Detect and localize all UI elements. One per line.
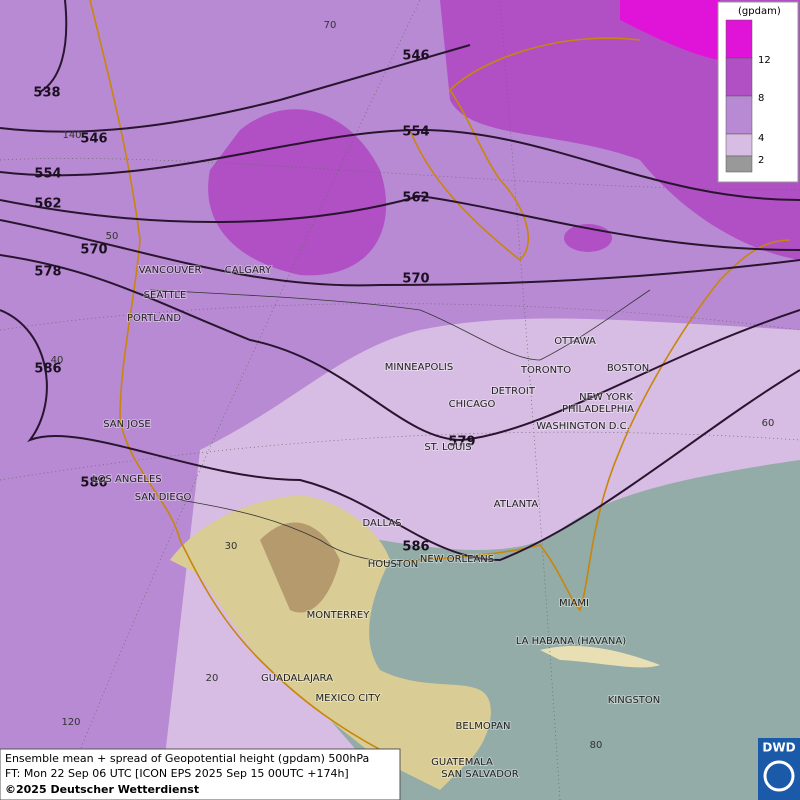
city-label: NEW YORK (579, 392, 633, 403)
graticule-label: 140 (62, 130, 81, 141)
city-label: TORONTO (520, 365, 571, 376)
contour-label: 554 (402, 125, 429, 140)
legend-tick: 8 (758, 93, 764, 104)
contour (39, 0, 68, 93)
coastline (89, 0, 401, 761)
legend-swatch (725, 155, 753, 173)
contour (0, 219, 800, 287)
mexico-land (170, 495, 491, 790)
city-label: LA HABANA (HAVANA) (516, 636, 626, 647)
contour-label: 570 (80, 243, 107, 258)
city-label: NEW ORLEANS (420, 554, 494, 565)
coastline (409, 37, 641, 262)
footer-box (0, 748, 401, 800)
contour-label: 538 (33, 86, 60, 101)
footer-line: FT: Mon 22 Sep 06 UTC [ICON EPS 2025 Sep… (5, 767, 349, 780)
legend-tick: 4 (758, 133, 764, 144)
city-label: SEATTLE (144, 290, 187, 301)
logo-text: DWD (762, 741, 795, 755)
graticule-label: 20 (206, 673, 219, 684)
city-label: PORTLAND (127, 313, 181, 324)
city-label: MIAMI (559, 598, 589, 609)
city-label: WASHINGTON D.C. (536, 421, 630, 432)
graticule (0, 158, 800, 191)
legend-tick: 2 (758, 155, 764, 166)
graticule-label: 80 (590, 740, 603, 751)
legend-unit: (gpdam) (738, 6, 781, 17)
city-label: HOUSTON (368, 559, 419, 570)
city-label: GUATEMALA (431, 757, 493, 768)
graticule (0, 303, 800, 331)
highlands (260, 522, 340, 613)
contour-label: 562 (402, 191, 429, 206)
contour-label: 586 (80, 476, 107, 491)
contour-label: 579 (448, 435, 475, 450)
city-label: MINNEAPOLIS (385, 362, 453, 373)
legend-swatch (725, 95, 753, 135)
graticule-label: 50 (106, 231, 119, 242)
spread-8-12 (440, 0, 800, 260)
spread-8-12 (208, 109, 387, 276)
city-label: PHILADELPHIA (562, 404, 634, 415)
legend-tick: 12 (758, 55, 771, 66)
city-label: SAN JOSE (103, 419, 151, 430)
contour (0, 44, 471, 133)
contour-label: 562 (34, 197, 61, 212)
contour-label: 554 (34, 167, 61, 182)
border (179, 499, 401, 566)
city-label: OTTAWA (554, 336, 596, 347)
contour (0, 309, 800, 562)
city-label: GUADALAJARA (261, 673, 333, 684)
city-label: BELMOPAN (456, 721, 511, 732)
footer-line: ©2025 Deutscher Wetterdienst (5, 783, 199, 796)
graticule-label: 120 (61, 717, 80, 728)
footer-line: Ensemble mean + spread of Geopotential h… (5, 752, 369, 765)
city-label: SAN DIEGO (135, 492, 192, 503)
city-label: MONTERREY (307, 610, 371, 621)
graticule-label: 40 (51, 355, 64, 366)
border (149, 289, 651, 361)
city-label: KINGSTON (608, 695, 661, 706)
logo-icon (763, 760, 795, 792)
city-label: CALGARY (225, 265, 272, 276)
graticule-label: 30 (225, 541, 238, 552)
city-label: ATLANTA (494, 499, 539, 510)
city-label: LOS ANGELES (92, 474, 161, 485)
contour-label: 546 (402, 49, 429, 64)
graticule-label: 60 (762, 418, 775, 429)
city-label: ST. LOUIS (424, 442, 471, 453)
contour (0, 194, 800, 251)
legend-swatch (725, 57, 753, 97)
contour (0, 128, 800, 201)
city-label: BOSTON (607, 363, 649, 374)
contour-label: 586 (34, 362, 61, 377)
city-label: SAN SALVADOR (441, 769, 518, 780)
contour (0, 254, 800, 442)
legend-swatch (725, 133, 753, 157)
contour-label: 578 (34, 265, 61, 280)
cuba (540, 645, 660, 668)
legend-swatch (725, 19, 753, 59)
contour-label: 546 (80, 132, 107, 147)
spread-12 (620, 0, 720, 60)
city-label: MEXICO CITY (316, 693, 382, 704)
contour-label: 586 (402, 540, 429, 555)
city-label: DALLAS (363, 518, 402, 529)
city-label: CHICAGO (449, 399, 496, 410)
city-label: DETROIT (491, 386, 536, 397)
graticule-label: 70 (324, 20, 337, 31)
graticule (0, 431, 800, 481)
contour-label: 570 (402, 272, 429, 287)
city-label: VANCOUVER (139, 265, 202, 276)
